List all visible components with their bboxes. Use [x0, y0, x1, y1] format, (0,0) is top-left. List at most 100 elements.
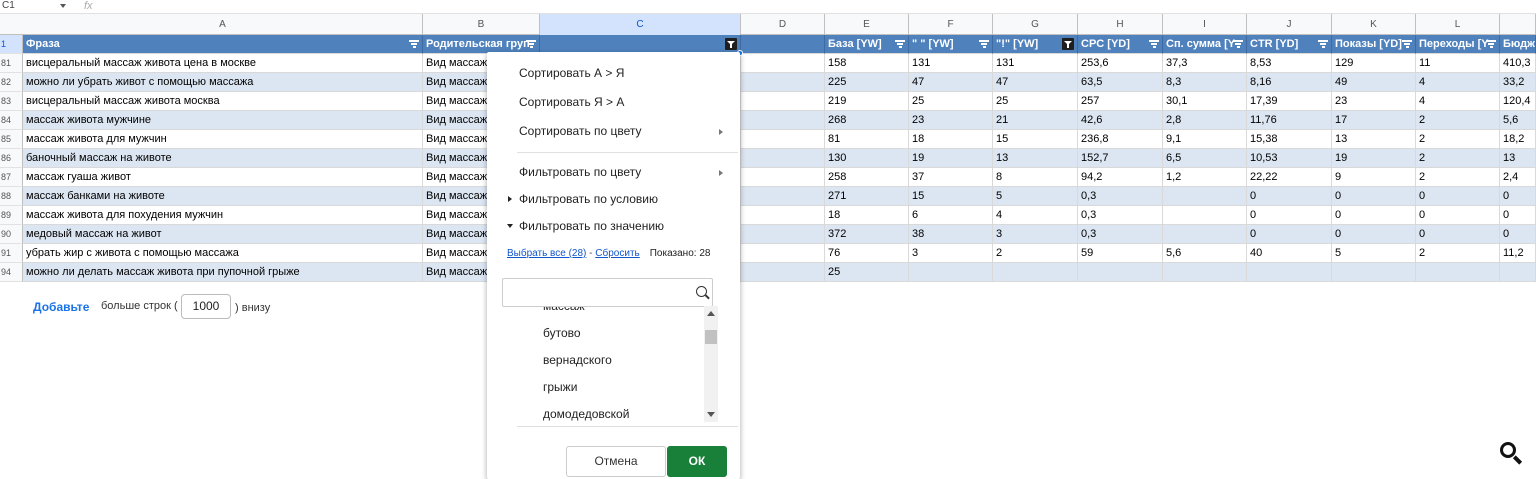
- cell[interactable]: 0,3: [1078, 187, 1163, 206]
- cell[interactable]: 4: [993, 206, 1078, 225]
- sort-za-item[interactable]: Сортировать Я > А: [519, 95, 625, 109]
- row-number[interactable]: 91: [0, 244, 23, 263]
- cell[interactable]: 4: [1416, 73, 1500, 92]
- list-item[interactable]: вернадского: [543, 353, 612, 367]
- cell[interactable]: 152,7: [1078, 149, 1163, 168]
- cell[interactable]: 6: [909, 206, 993, 225]
- expand-down-icon[interactable]: [507, 224, 513, 228]
- cell[interactable]: 13: [993, 149, 1078, 168]
- active-filter-icon[interactable]: [725, 38, 737, 50]
- cell[interactable]: 11,2: [1500, 244, 1536, 263]
- cell[interactable]: 9: [1332, 168, 1416, 187]
- cell[interactable]: 410,3: [1500, 54, 1536, 73]
- cell[interactable]: 5: [993, 187, 1078, 206]
- cell[interactable]: [1163, 263, 1247, 282]
- cell[interactable]: 5,6: [1163, 244, 1247, 263]
- row-number[interactable]: 89: [0, 206, 23, 225]
- cell[interactable]: 158: [825, 54, 909, 73]
- header-cell[interactable]: Переходы [Y: [1416, 35, 1500, 54]
- cancel-button[interactable]: Отмена: [566, 446, 666, 477]
- cell[interactable]: 11,76: [1247, 111, 1332, 130]
- row-number[interactable]: 1: [0, 35, 23, 54]
- add-rows-button[interactable]: Добавьте: [33, 300, 90, 314]
- cell[interactable]: 18,2: [1500, 130, 1536, 149]
- cell[interactable]: [741, 244, 825, 263]
- cell[interactable]: 81: [825, 130, 909, 149]
- cell[interactable]: [1163, 206, 1247, 225]
- filter-value-item[interactable]: Фильтровать по значению: [519, 219, 665, 233]
- cell[interactable]: 0: [1416, 225, 1500, 244]
- cell[interactable]: 0: [1247, 206, 1332, 225]
- cell[interactable]: [741, 92, 825, 111]
- list-item[interactable]: грыжи: [543, 380, 578, 394]
- cell[interactable]: 0: [1500, 225, 1536, 244]
- value-search-input[interactable]: [502, 278, 713, 307]
- cell[interactable]: 219: [825, 92, 909, 111]
- header-cell[interactable]: Родительская груп: [423, 35, 540, 54]
- cell[interactable]: 15: [993, 130, 1078, 149]
- cell[interactable]: 18: [825, 206, 909, 225]
- cell[interactable]: 2: [1416, 168, 1500, 187]
- cell[interactable]: 25: [909, 92, 993, 111]
- header-cell[interactable]: Бюдж: [1500, 35, 1536, 54]
- cell[interactable]: 25: [825, 263, 909, 282]
- row-number[interactable]: 83: [0, 92, 23, 111]
- add-rows-count-input[interactable]: 1000: [181, 294, 231, 319]
- cell[interactable]: 2: [1416, 244, 1500, 263]
- filter-color-item[interactable]: Фильтровать по цвету: [519, 165, 642, 179]
- cell[interactable]: 49: [1332, 73, 1416, 92]
- header-cell[interactable]: Сп. сумма [Y: [1163, 35, 1247, 54]
- cell[interactable]: 37: [909, 168, 993, 187]
- column-header-c[interactable]: C: [540, 14, 741, 35]
- filter-icon[interactable]: [895, 40, 905, 48]
- cell[interactable]: 17: [1332, 111, 1416, 130]
- cell[interactable]: можно ли делать массаж живота при пупочн…: [23, 263, 423, 282]
- cell[interactable]: 131: [993, 54, 1078, 73]
- column-header-k[interactable]: K: [1332, 14, 1416, 35]
- cell[interactable]: 42,6: [1078, 111, 1163, 130]
- cell[interactable]: 8,53: [1247, 54, 1332, 73]
- cell[interactable]: 94,2: [1078, 168, 1163, 187]
- cell[interactable]: 8: [993, 168, 1078, 187]
- cell[interactable]: 6,5: [1163, 149, 1247, 168]
- ok-button[interactable]: ОК: [667, 446, 727, 477]
- sort-color-item[interactable]: Сортировать по цвету: [519, 124, 642, 138]
- cell[interactable]: 268: [825, 111, 909, 130]
- filter-icon[interactable]: [1486, 40, 1496, 48]
- cell[interactable]: 21: [993, 111, 1078, 130]
- cell[interactable]: массаж гуаша живот: [23, 168, 423, 187]
- row-number[interactable]: 85: [0, 130, 23, 149]
- name-box[interactable]: C1: [0, 0, 72, 13]
- row-number[interactable]: 90: [0, 225, 23, 244]
- header-cell[interactable]: CPC [YD]: [1078, 35, 1163, 54]
- cell[interactable]: 5: [1332, 244, 1416, 263]
- cell[interactable]: висцеральный массаж живота цена в москве: [23, 54, 423, 73]
- column-header-d[interactable]: D: [741, 14, 825, 35]
- cell[interactable]: 1,2: [1163, 168, 1247, 187]
- row-number[interactable]: 88: [0, 187, 23, 206]
- row-number[interactable]: 86: [0, 149, 23, 168]
- cell[interactable]: [741, 187, 825, 206]
- cell[interactable]: 15: [909, 187, 993, 206]
- cell[interactable]: 0,3: [1078, 225, 1163, 244]
- cell[interactable]: 4: [1416, 92, 1500, 111]
- column-header-a[interactable]: A: [23, 14, 423, 35]
- filter-icon[interactable]: [1318, 40, 1328, 48]
- cell[interactable]: 2,8: [1163, 111, 1247, 130]
- cell[interactable]: 2: [1416, 130, 1500, 149]
- reset-link[interactable]: Сбросить: [595, 248, 640, 259]
- cell[interactable]: 0: [1416, 206, 1500, 225]
- cell[interactable]: 40: [1247, 244, 1332, 263]
- cell[interactable]: 8,3: [1163, 73, 1247, 92]
- cell[interactable]: 30,1: [1163, 92, 1247, 111]
- cell[interactable]: 13: [1332, 130, 1416, 149]
- cell[interactable]: убрать жир с живота с помощью массажа: [23, 244, 423, 263]
- cell[interactable]: 129: [1332, 54, 1416, 73]
- cell[interactable]: 9,1: [1163, 130, 1247, 149]
- cell[interactable]: медовый массаж на живот: [23, 225, 423, 244]
- scroll-up-icon[interactable]: [707, 311, 715, 316]
- filter-icon[interactable]: [979, 40, 989, 48]
- cell[interactable]: [741, 130, 825, 149]
- cell[interactable]: [1163, 225, 1247, 244]
- cell[interactable]: 0,3: [1078, 206, 1163, 225]
